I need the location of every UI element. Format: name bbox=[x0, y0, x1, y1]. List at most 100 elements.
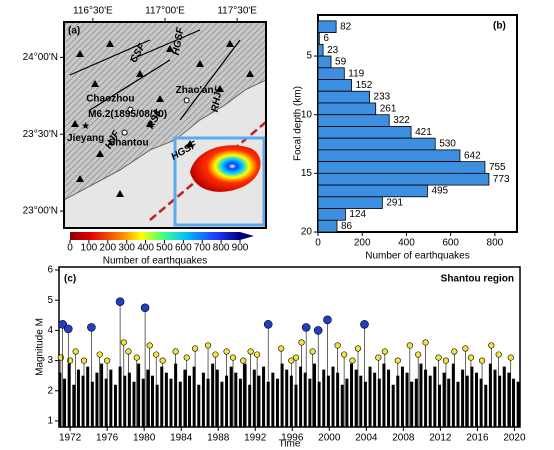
event-marker bbox=[462, 345, 469, 352]
event-marker bbox=[80, 357, 88, 364]
event-marker bbox=[478, 357, 486, 364]
bar bbox=[317, 172, 490, 186]
event-marker bbox=[125, 348, 132, 355]
chart-title: Shantou region bbox=[441, 274, 514, 285]
event-marker bbox=[292, 354, 300, 361]
x-tick-label: 2008 bbox=[392, 433, 415, 444]
event-marker bbox=[72, 348, 79, 355]
event-marker bbox=[381, 348, 388, 355]
colorbar-tick-label: 300 bbox=[118, 243, 135, 254]
y-tick-label: 2 bbox=[47, 385, 53, 396]
bar-value-label: 6 bbox=[323, 33, 329, 44]
event-marker bbox=[323, 315, 332, 325]
city bbox=[121, 129, 128, 136]
bar bbox=[317, 219, 338, 233]
y-axis-label: Focal depth (km) bbox=[293, 86, 304, 161]
event-marker bbox=[63, 324, 73, 334]
event-marker bbox=[120, 339, 127, 346]
event-marker bbox=[146, 342, 153, 349]
y-tick-label: 10 bbox=[301, 109, 313, 120]
y-tick-label: 3 bbox=[47, 355, 53, 366]
bar bbox=[317, 55, 332, 69]
event-marker bbox=[341, 351, 348, 358]
x-tick-label: 1980 bbox=[133, 433, 156, 444]
x-tick-label: 117°30'E bbox=[217, 6, 257, 17]
bar-value-label: 152 bbox=[356, 80, 373, 91]
fault-label: HGSF bbox=[171, 26, 187, 56]
x-tick-label: 0 bbox=[315, 238, 321, 249]
x-tick-label: 600 bbox=[442, 238, 459, 249]
x-tick-label: 800 bbox=[487, 238, 504, 249]
y-tick-label: 4 bbox=[47, 325, 53, 336]
bar bbox=[317, 90, 370, 104]
y-tick-label: 5 bbox=[306, 51, 312, 62]
bar-value-label: 59 bbox=[335, 57, 347, 68]
panel-label: (b) bbox=[493, 21, 506, 32]
x-tick-label: 1984 bbox=[170, 433, 193, 444]
event-marker bbox=[159, 357, 166, 364]
event-marker bbox=[223, 348, 230, 355]
bar-value-label: 421 bbox=[415, 127, 432, 138]
x-tick-label: 117°00'E bbox=[145, 6, 185, 17]
bar bbox=[317, 79, 353, 92]
event-marker bbox=[140, 303, 150, 313]
y-axis-label: Magnitude M bbox=[35, 318, 46, 376]
colorbar-tick-label: 600 bbox=[175, 243, 192, 254]
bar bbox=[317, 43, 324, 57]
epicenter-star: ★ bbox=[81, 121, 90, 132]
bar-value-label: 23 bbox=[327, 45, 339, 56]
event-marker bbox=[183, 354, 190, 361]
event-marker bbox=[488, 342, 495, 349]
map-background bbox=[63, 21, 267, 229]
bar-value-label: 82 bbox=[340, 21, 352, 32]
x-tick-label: 2004 bbox=[355, 433, 378, 444]
bar bbox=[317, 149, 461, 163]
panel-label: (c) bbox=[64, 274, 76, 285]
colorbar-label: Number of earthquakes bbox=[103, 256, 208, 267]
x-tick-label: 116°30'E bbox=[73, 6, 113, 17]
event-marker bbox=[406, 342, 413, 349]
epicenter-label: M6.2(1895/08/30) bbox=[88, 109, 167, 120]
bar-value-label: 119 bbox=[348, 68, 364, 79]
y-tick-label: 5 bbox=[47, 295, 53, 306]
bar-value-label: 495 bbox=[431, 186, 448, 197]
event-marker bbox=[191, 345, 199, 352]
panel-c-frame bbox=[58, 266, 521, 428]
event-marker bbox=[301, 323, 311, 332]
event-marker bbox=[334, 342, 341, 349]
x-axis-label: Time bbox=[279, 439, 301, 450]
colorbar-tick-label: 400 bbox=[137, 243, 154, 254]
event-marker bbox=[96, 351, 103, 358]
city-label: Jieyang bbox=[67, 133, 104, 144]
x-tick-label: 1976 bbox=[96, 433, 119, 444]
bar bbox=[317, 208, 346, 221]
city-label: Zhao'an bbox=[176, 85, 214, 96]
x-tick-label: 2012 bbox=[429, 433, 452, 444]
event-marker bbox=[67, 357, 74, 364]
bar bbox=[317, 32, 320, 45]
colorbar-tick-label: 900 bbox=[232, 243, 249, 254]
event-marker bbox=[495, 351, 502, 358]
bar bbox=[317, 102, 377, 116]
event-marker bbox=[349, 357, 356, 364]
bar-value-label: 530 bbox=[439, 139, 456, 150]
event-marker bbox=[133, 354, 140, 361]
x-tick-label: 2000 bbox=[318, 433, 341, 444]
event-marker bbox=[57, 354, 64, 361]
event-marker bbox=[313, 326, 323, 335]
y-tick-label: 23°00'N bbox=[23, 206, 58, 217]
bar-value-label: 233 bbox=[374, 92, 391, 103]
panel-label: (a) bbox=[68, 26, 80, 37]
event-marker bbox=[240, 357, 247, 364]
bar bbox=[317, 114, 390, 127]
bar-value-label: 773 bbox=[493, 174, 510, 185]
x-tick-label: 1972 bbox=[59, 433, 82, 444]
event-marker bbox=[360, 320, 369, 329]
event-marker bbox=[278, 345, 285, 352]
bar-value-label: 755 bbox=[489, 162, 506, 173]
bar bbox=[317, 20, 337, 33]
x-tick-label: 2020 bbox=[503, 433, 526, 444]
event-marker bbox=[212, 351, 219, 358]
colorbar-tick-label: 0 bbox=[67, 243, 73, 254]
city-label: Chaozhou bbox=[86, 93, 134, 104]
